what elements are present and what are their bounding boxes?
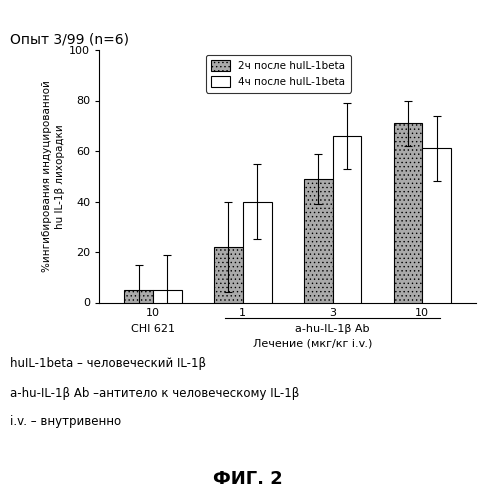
Text: huIL-1beta – человеческий IL-1β: huIL-1beta – человеческий IL-1β [10, 358, 206, 370]
Text: 1: 1 [239, 308, 247, 318]
Text: Лечение (мкг/кг i.v.): Лечение (мкг/кг i.v.) [253, 339, 372, 349]
Text: ФИГ. 2: ФИГ. 2 [213, 470, 283, 488]
Text: a-hu-IL-1β Ab: a-hu-IL-1β Ab [295, 324, 370, 334]
Text: i.v. – внутривенно: i.v. – внутривенно [10, 416, 121, 428]
Bar [422, 148, 451, 302]
Legend: 2ч после huIL-1beta, 4ч после huIL-1beta: 2ч после huIL-1beta, 4ч после huIL-1beta [206, 55, 351, 92]
Bar [394, 123, 422, 302]
Text: CHI 621: CHI 621 [131, 324, 175, 334]
Y-axis label: %ингибирования индуцированной
hu IL-1β лихорадки: %ингибирования индуцированной hu IL-1β л… [42, 80, 65, 272]
Bar [214, 247, 243, 302]
Text: Опыт 3/99 (n=6): Опыт 3/99 (n=6) [10, 32, 129, 46]
Bar [332, 136, 361, 302]
Bar [153, 290, 182, 302]
Text: 3: 3 [329, 308, 336, 318]
Text: a-hu-IL-1β Ab –антитело к человеческому IL-1β: a-hu-IL-1β Ab –антитело к человеческому … [10, 386, 299, 400]
Bar [304, 179, 332, 302]
Bar [124, 290, 153, 302]
Bar [243, 202, 271, 302]
Text: 10: 10 [415, 308, 430, 318]
Text: 10: 10 [146, 308, 160, 318]
